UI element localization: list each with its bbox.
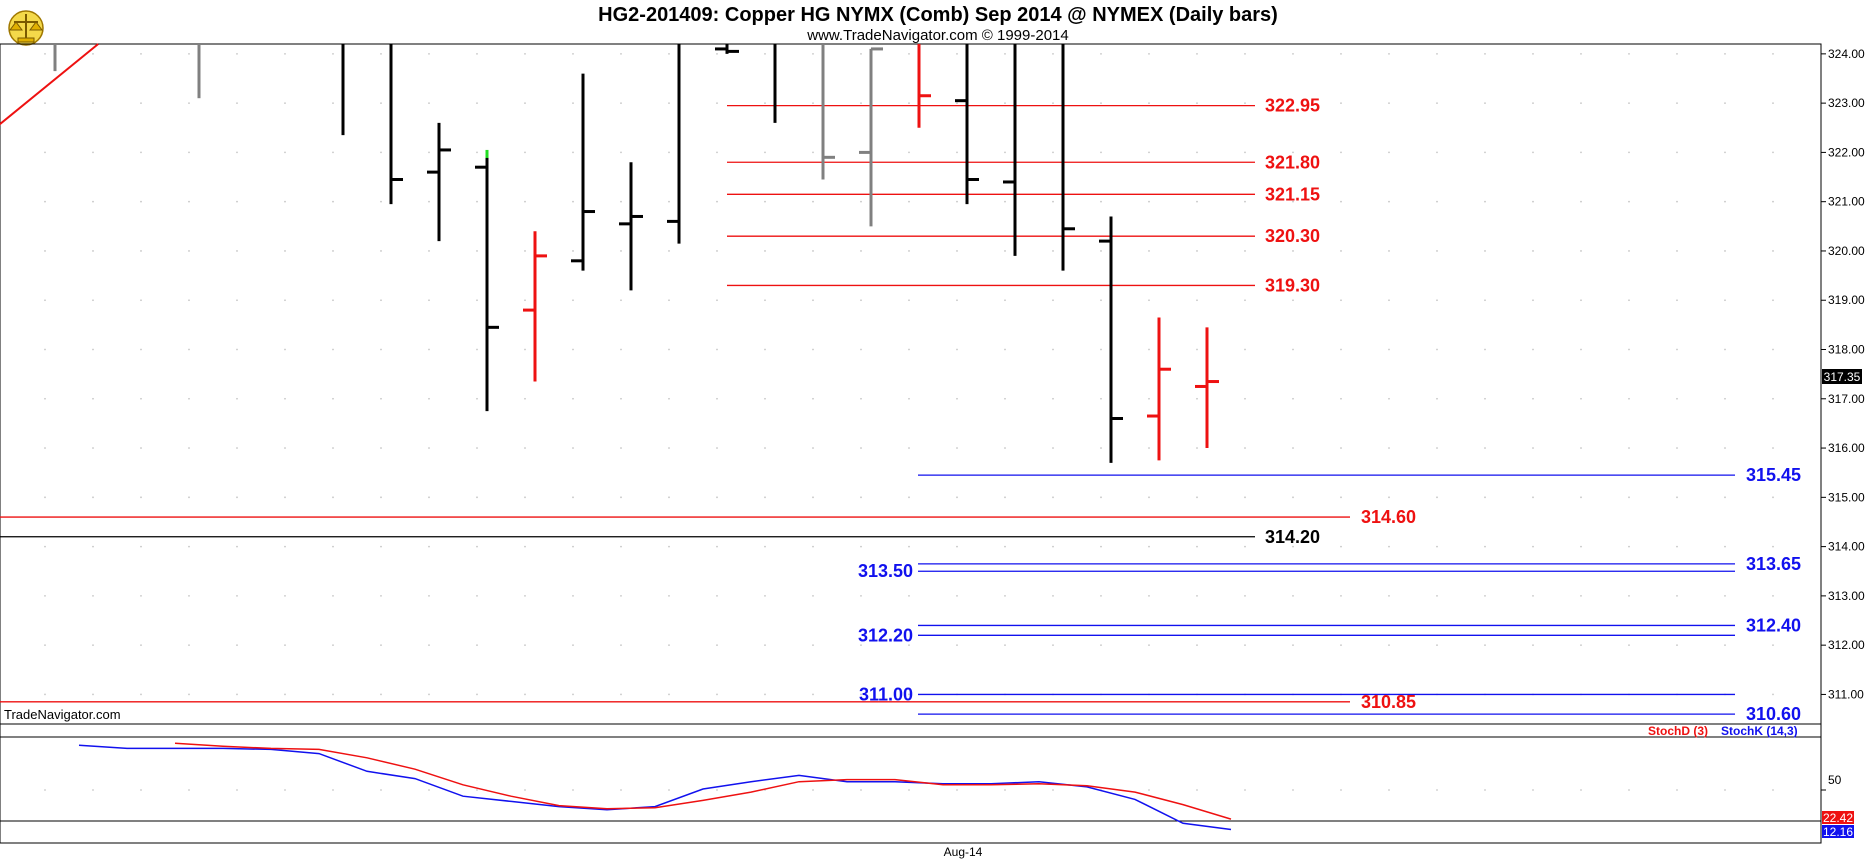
level-label: 310.85 [1361,692,1416,712]
price-bar [1099,216,1123,463]
y-tick-label: 319.00 [1828,293,1865,307]
price-bars [53,44,1219,463]
price-bar [1061,44,1075,271]
grid-dots [44,52,1774,696]
logo [8,10,44,46]
legend-stochk: StochK (14,3) [1721,724,1798,738]
level-label: 313.50 [858,561,913,581]
price-bar [427,122,451,242]
price-bar [955,44,979,205]
y-tick-label: 316.00 [1828,441,1865,455]
y-tick-label: 323.00 [1828,96,1865,110]
last-price-text: 317.35 [1824,370,1861,384]
y-tick-label: 321.00 [1828,195,1865,209]
diagonal-trendline [0,43,99,126]
y-tick-label: 312.00 [1828,638,1865,652]
stochd-last-tag [1822,811,1854,824]
level-label: 311.00 [859,684,913,704]
legend-stochd: StochD (3) [1648,724,1708,738]
price-bar [475,149,499,412]
price-bar [1003,44,1017,256]
price-bar [1147,317,1171,461]
level-label: 319.30 [1265,275,1320,295]
level-label: 321.15 [1265,184,1320,204]
price-bar [389,44,403,205]
y-tick-label: 324.00 [1828,47,1865,61]
indicator-panel-frame [0,723,1822,844]
level-label: 310.60 [1746,704,1801,724]
stochd-last-value: 22.42 [1823,811,1853,825]
y-tick-label: 311.00 [1828,687,1864,701]
price-bar [667,44,681,244]
y-tick-label: 320.00 [1828,244,1865,258]
chart-title: HG2-201409: Copper HG NYMX (Comb) Sep 20… [598,4,1278,26]
watermark-text: TradeNavigator.com [4,707,121,722]
level-label: 321.80 [1265,152,1320,172]
stochd-line [174,742,1232,820]
price-bar [917,44,931,128]
stoch-tick-50: 50 [1828,773,1842,787]
stochastic-panel [44,742,1826,831]
x-axis-label: Aug-14 [944,845,983,859]
level-label: 320.30 [1265,226,1320,246]
y-tick-label: 315.00 [1828,490,1865,504]
price-bar [1195,327,1219,449]
stochk-last-tag [1822,825,1854,838]
price-bar [571,73,595,271]
level-label: 314.60 [1361,507,1416,527]
price-axis: 324.00 323.00 322.00 321.00 320.00 319.00 318.… [1821,47,1865,701]
price-panel-frame [0,43,1822,725]
stochk-line [78,744,1232,831]
stochk-last-value: 12.16 [1823,825,1853,839]
price-bar [715,44,739,54]
level-label: 312.40 [1746,615,1801,635]
support-resistance-levels: 322.95 321.80 321.15 320.30 319.30 315.45 314.… [0,43,1801,724]
last-price-tag [1822,369,1862,384]
chart-subtitle: www.TradeNavigator.com © 1999-2014 [806,27,1068,44]
level-label: 322.95 [1265,96,1320,116]
price-bar [523,231,547,382]
y-tick-label: 313.00 [1828,589,1865,603]
price-bar [619,162,643,291]
level-label: 313.65 [1746,554,1801,574]
y-tick-label: 317.00 [1828,392,1865,406]
level-label: 314.20 [1265,527,1320,547]
y-tick-label: 314.00 [1828,540,1865,554]
y-tick-label: 318.00 [1828,343,1865,357]
price-bar [821,44,835,180]
level-label: 312.20 [858,625,913,645]
price-bar [859,47,883,227]
level-label: 315.45 [1746,465,1801,485]
y-tick-label: 322.00 [1828,145,1865,159]
